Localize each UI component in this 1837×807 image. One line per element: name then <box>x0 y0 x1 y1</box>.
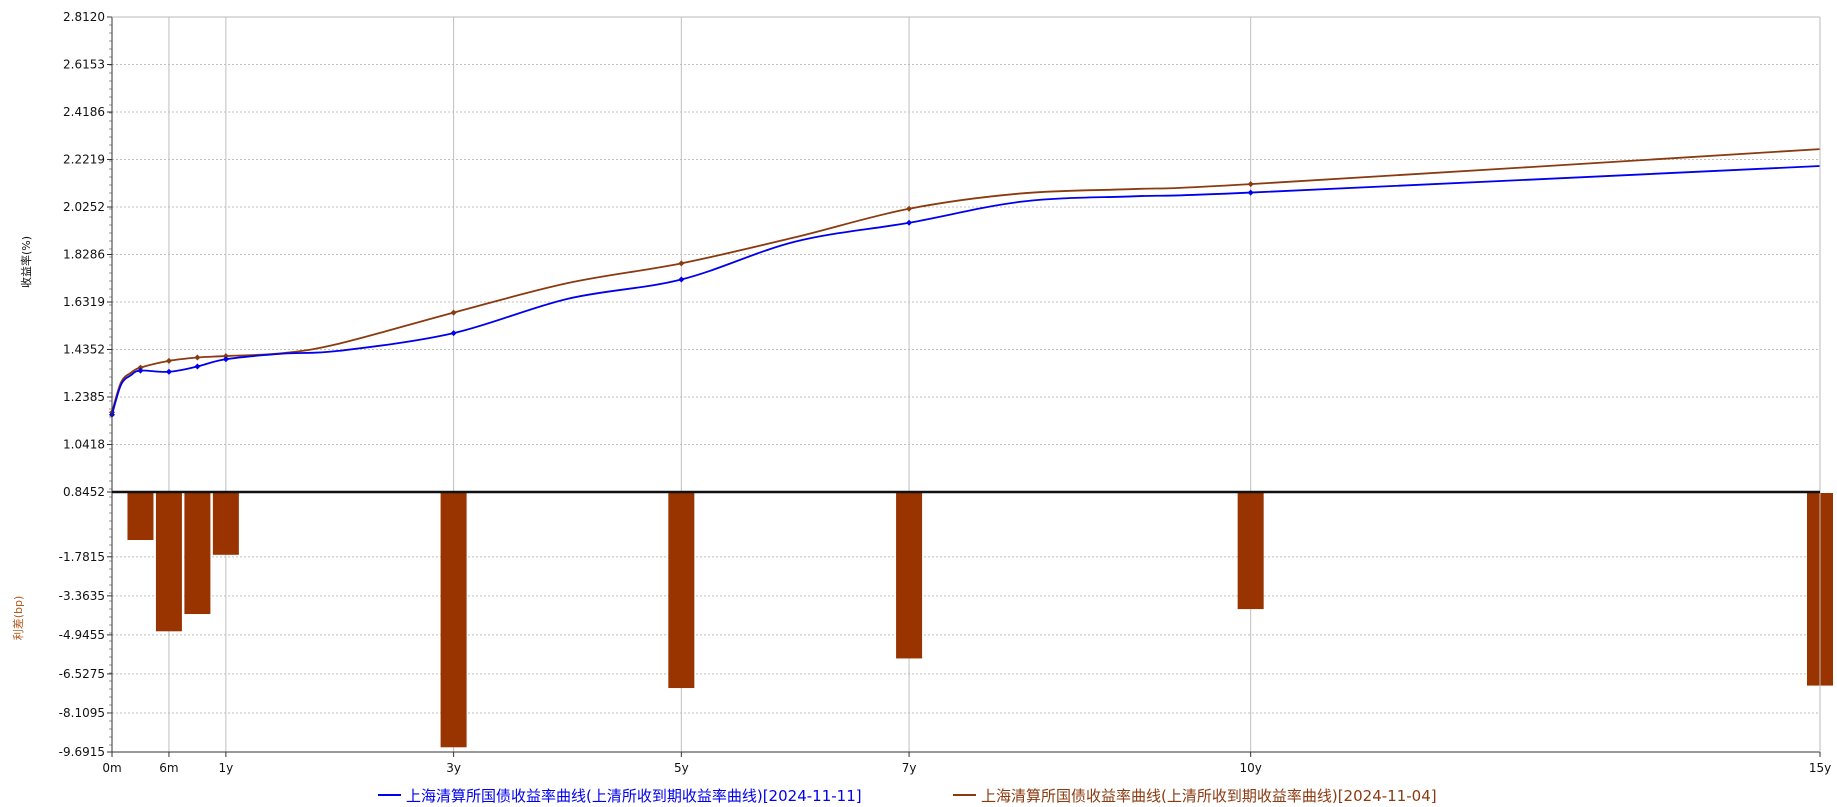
spread-bar <box>127 493 154 540</box>
yield-tick-label: 2.8120 <box>63 10 105 24</box>
yield-tick-label: 2.2219 <box>63 153 105 167</box>
x-tick-label: 15y <box>1809 761 1831 775</box>
x-tick-label: 5y <box>674 761 689 775</box>
yield-tick-label: 2.0252 <box>63 200 105 214</box>
x-tick-label: 0m <box>102 761 121 775</box>
yield-point <box>450 309 457 316</box>
legend-label-1: 上海清算所国债收益率曲线(上清所收到期收益率曲线)[2024-11-11] <box>406 787 862 803</box>
spread-bar <box>1237 493 1264 610</box>
yield-point <box>194 363 201 370</box>
yield-tick-label: 1.4352 <box>63 343 105 357</box>
yield-axis-label: 收益率(%) <box>19 236 33 288</box>
yield-tick-label: 2.4186 <box>63 105 105 119</box>
spread-bar <box>155 493 182 632</box>
spread-tick-label: -8.1095 <box>59 706 105 720</box>
yield-point <box>1247 189 1254 196</box>
yield-tick-label: 1.2385 <box>63 390 105 404</box>
spread-tick-label: -6.5275 <box>59 667 105 681</box>
yield-point <box>450 330 457 337</box>
spread-tick-label: -9.6915 <box>59 745 105 759</box>
spread-bar <box>184 493 211 615</box>
spread-tick-label: -1.7815 <box>59 550 105 564</box>
yield-tick-label: 0.8452 <box>63 485 105 499</box>
legend: 上海清算所国债收益率曲线(上清所收到期收益率曲线)[2024-11-11] 上海… <box>378 787 1437 805</box>
yield-line <box>111 148 1821 413</box>
spread-tick-label: -3.3635 <box>59 589 105 603</box>
yield-point <box>906 219 913 226</box>
yield-point <box>678 276 685 283</box>
legend-label-2: 上海清算所国债收益率曲线(上清所收到期收益率曲线)[2024-11-04] <box>981 787 1437 803</box>
yield-tick-label: 2.6153 <box>63 58 105 72</box>
spread-bar <box>212 493 239 555</box>
spread-bar <box>896 493 923 659</box>
spread-bar <box>668 493 695 689</box>
yield-lines <box>109 148 1821 418</box>
yield-tick-label: 1.0418 <box>63 438 105 452</box>
yield-tick-label: 1.8286 <box>63 248 105 262</box>
yield-point <box>222 356 229 363</box>
yield-point <box>165 368 172 375</box>
spread-bar <box>440 493 467 748</box>
grid-layer <box>112 17 1820 752</box>
spread-axis-label: 利差(bp) <box>11 596 25 641</box>
spread-tick-label: -4.9455 <box>59 628 105 642</box>
yield-point <box>678 260 685 267</box>
yield-point <box>906 205 913 212</box>
x-tick-label: 7y <box>902 761 917 775</box>
axes: 2.8120 2.6153 2.4186 2.2219 2.0252 1.8286 1.63… <box>59 10 1832 775</box>
x-tick-label: 1y <box>218 761 233 775</box>
x-tick-label: 3y <box>446 761 461 775</box>
yield-point <box>165 357 172 364</box>
x-tick-label: 10y <box>1239 761 1261 775</box>
yield-point <box>194 354 201 361</box>
x-tick-label: 6m <box>159 761 178 775</box>
yield-point <box>137 367 144 374</box>
spread-bars <box>127 493 1833 748</box>
yield-point <box>1247 181 1254 188</box>
yield-point <box>222 353 229 360</box>
yield-line <box>111 165 1821 416</box>
yield-tick-label: 1.6319 <box>63 295 105 309</box>
